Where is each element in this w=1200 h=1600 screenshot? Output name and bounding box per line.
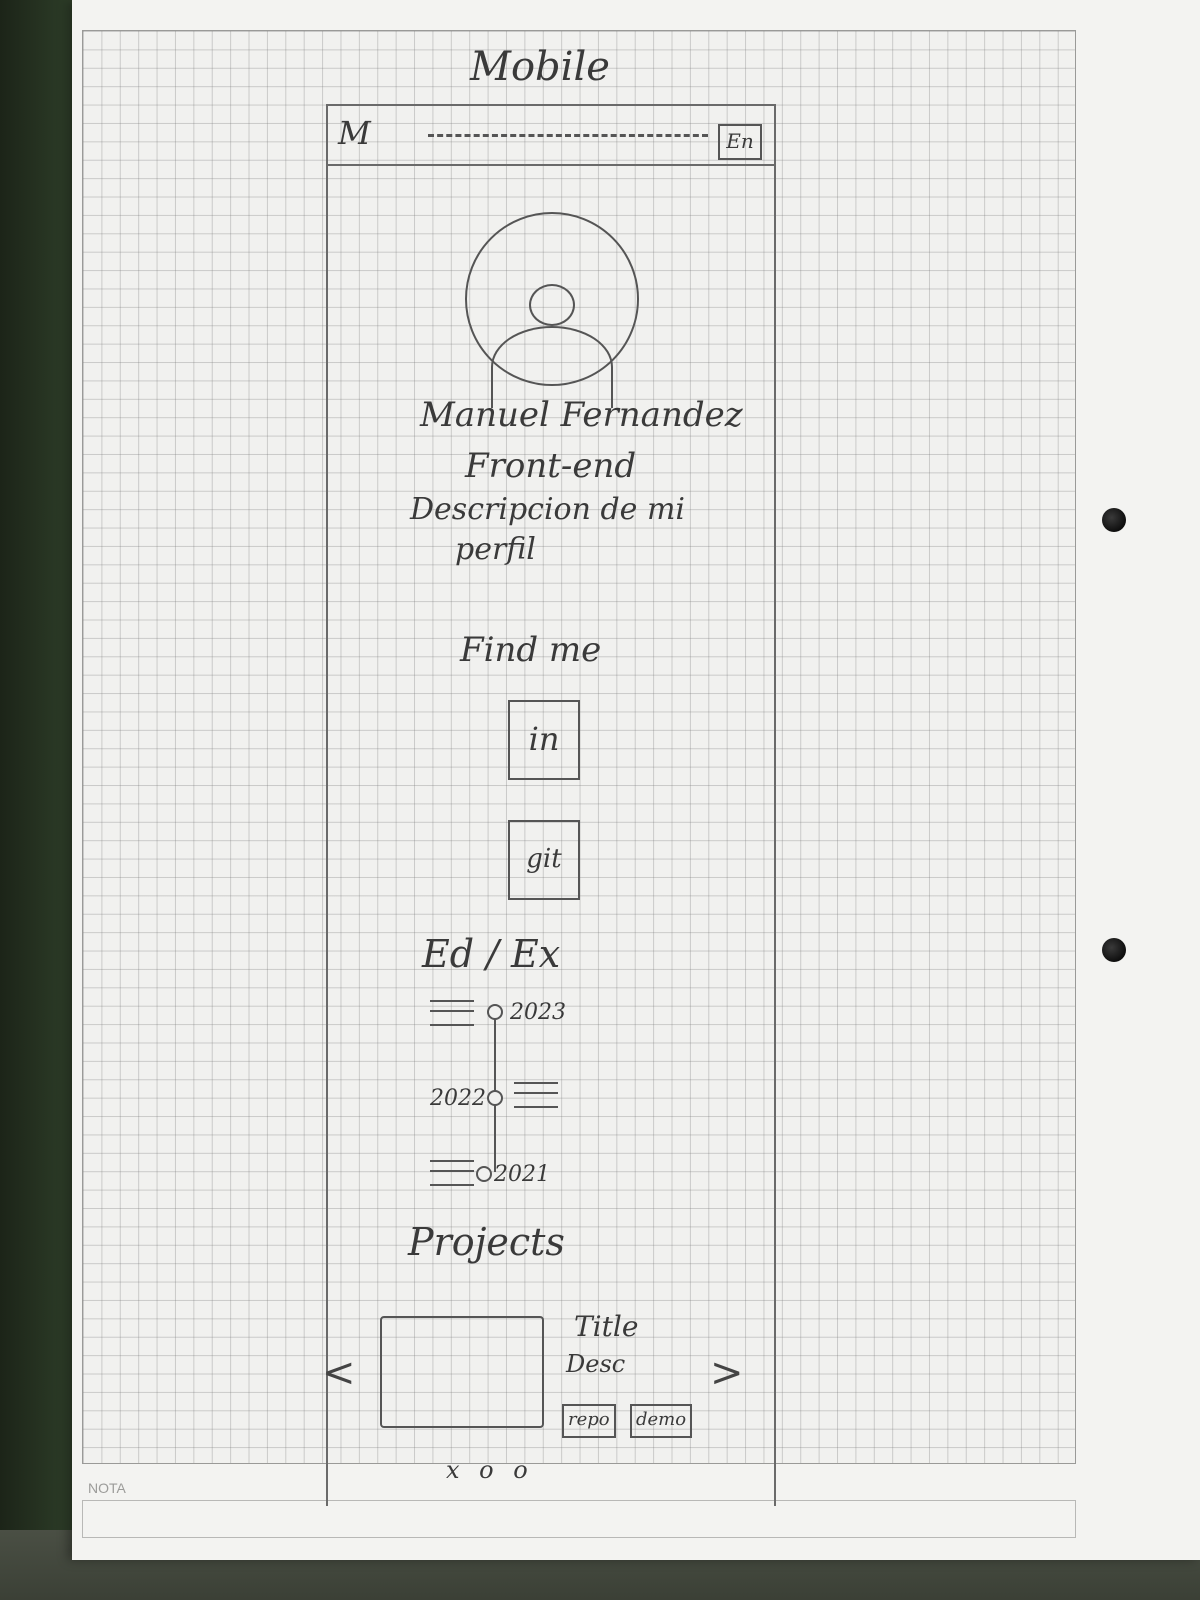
nav-links-placeholder[interactable] [428, 134, 708, 141]
project-image-placeholder [380, 1316, 544, 1428]
timeline-year: 2023 [510, 1000, 566, 1025]
github-button[interactable]: git [508, 820, 580, 900]
punch-hole-top [1102, 508, 1126, 532]
avatar-body-icon [491, 326, 613, 408]
timeline-dot [487, 1004, 503, 1020]
avatar [465, 212, 639, 408]
repo-button[interactable]: repo [562, 1404, 616, 1438]
mobile-frame: M En [326, 104, 776, 1506]
logo[interactable]: M [338, 114, 371, 152]
profile-description-line1: Descripcion de mi [410, 492, 685, 527]
carousel-next-icon[interactable]: > [710, 1350, 744, 1396]
timeline-entry-text-lines [430, 1000, 474, 1026]
linkedin-button[interactable]: in [508, 700, 580, 780]
profile-role: Front-end [465, 446, 637, 486]
education-experience-heading: Ed / Ex [422, 932, 561, 976]
carousel-pagination[interactable]: x o o [446, 1456, 534, 1484]
timeline-entry-text-lines [430, 1160, 474, 1186]
timeline-year: 2021 [494, 1162, 550, 1187]
timeline-dot [487, 1090, 503, 1106]
avatar-head-icon [529, 284, 575, 326]
projects-heading: Projects [408, 1220, 565, 1264]
nota-box [82, 1500, 1076, 1538]
demo-button[interactable]: demo [630, 1404, 693, 1438]
project-description: Desc [566, 1350, 626, 1378]
carousel-prev-icon[interactable]: < [322, 1350, 356, 1396]
punch-hole-bottom [1102, 938, 1126, 962]
timeline-year: 2022 [430, 1086, 486, 1111]
profile-description-line2: perfil [455, 532, 536, 567]
find-me-heading: Find me [460, 630, 602, 670]
profile-name: Manuel Fernandez [420, 395, 743, 435]
wireframe-heading: Mobile [470, 44, 610, 90]
timeline-entry-text-lines [514, 1082, 558, 1108]
timeline-dot [476, 1166, 492, 1182]
nota-label: NOTA [88, 1480, 126, 1496]
project-title: Title [574, 1310, 639, 1343]
language-button[interactable]: En [718, 124, 762, 160]
top-navbar: M En [328, 106, 774, 166]
